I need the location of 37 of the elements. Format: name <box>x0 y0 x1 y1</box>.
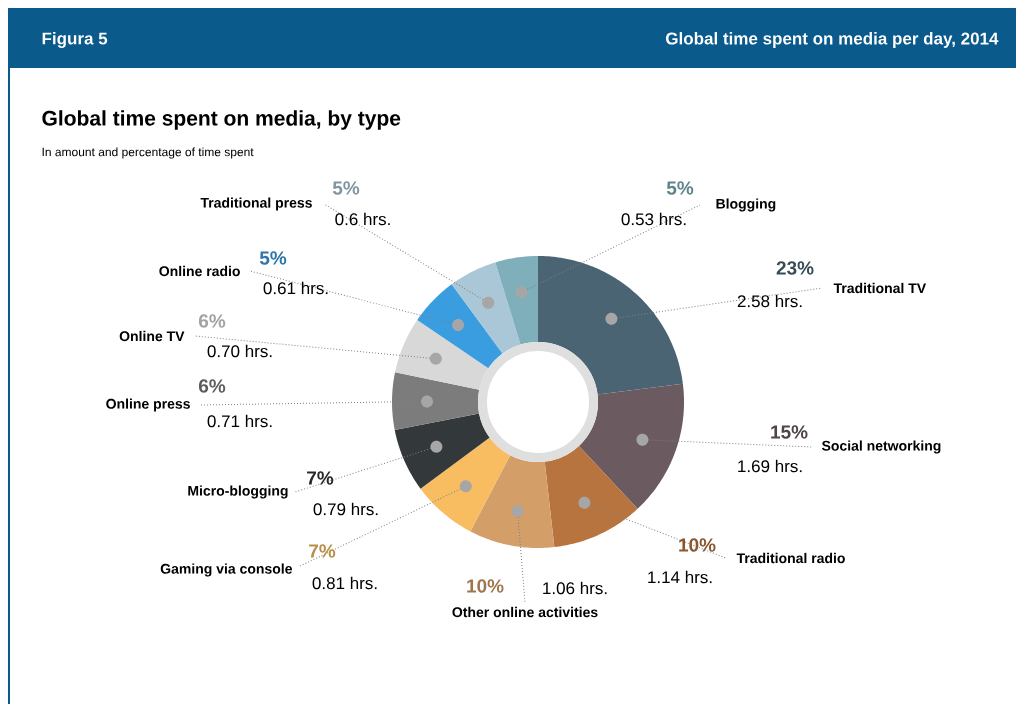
data-label: 0.61 hrs. <box>263 281 328 295</box>
data-label: 0.71 hrs. <box>207 414 272 428</box>
data-label: 0.81 hrs. <box>312 576 377 590</box>
slice-label: Traditional radio <box>736 552 845 564</box>
data-label: 1.69 hrs. <box>738 459 802 473</box>
data-label: 1.14 hrs. <box>648 570 712 584</box>
data-label: 2.58 hrs. <box>737 294 802 308</box>
slice-label: Traditional TV <box>833 282 927 294</box>
data-label: 0.70 hrs. <box>207 344 272 358</box>
data-label: 0.79 hrs. <box>313 502 378 516</box>
data-label: 0.53 hrs. <box>621 212 686 226</box>
slice-label: Online radio <box>159 265 240 277</box>
text: 6% <box>198 314 226 328</box>
text: 15% <box>771 425 808 439</box>
slice-label: Blogging <box>716 198 776 212</box>
slice-label: Online press <box>106 398 190 412</box>
slice-label: Social networking <box>821 440 941 454</box>
text: 7% <box>307 471 334 485</box>
text: Global time spent on media per day, 2014 <box>665 32 999 48</box>
data-label: 0.6 hrs. <box>335 212 390 226</box>
text: 5% <box>332 181 360 195</box>
slice-label: Micro-blogging <box>188 485 288 499</box>
slice-label: Traditional press <box>200 197 312 211</box>
slice-label: Gaming via console <box>160 563 292 577</box>
text: 23% <box>776 261 814 275</box>
text: 5% <box>666 181 694 195</box>
text: 6% <box>198 379 226 393</box>
chart-title: Global time spent on media, by type <box>42 110 401 130</box>
slice-label: Other online activities <box>452 606 598 618</box>
text: 10% <box>467 579 504 593</box>
data-label: 1.06 hrs. <box>543 581 607 595</box>
chart-subtitle: In amount and percentage of time spent <box>42 147 254 159</box>
slice-label: Online TV <box>119 330 185 342</box>
text: 7% <box>309 544 336 558</box>
text: 5% <box>259 251 287 265</box>
text: Figura 5 <box>42 32 108 48</box>
text: 10% <box>679 538 716 552</box>
